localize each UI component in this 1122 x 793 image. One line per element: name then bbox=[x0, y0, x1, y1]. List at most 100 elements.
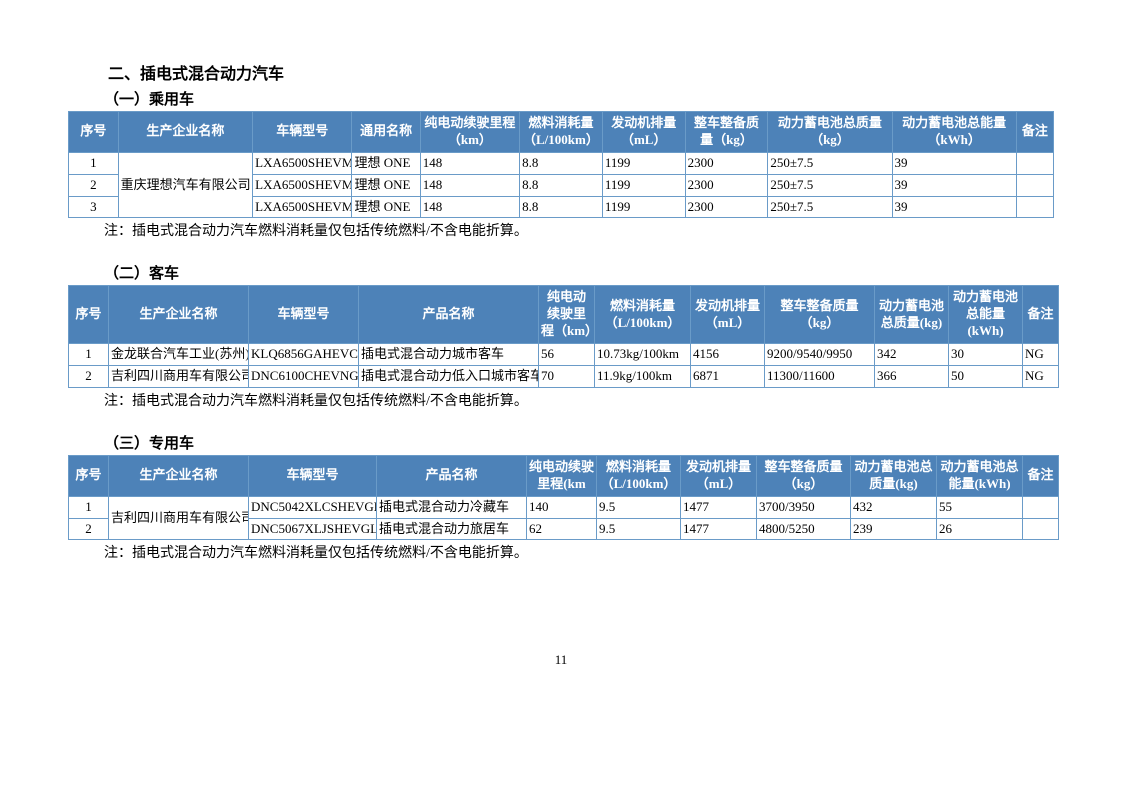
cell: 插电式混合动力低入口城市客车 bbox=[359, 366, 539, 388]
col-header: 动力蓄电池总能量(kWh) bbox=[949, 286, 1023, 344]
note-2: 注：插电式混合动力汽车燃料消耗量仅包括传统燃料/不含电能折算。 bbox=[104, 390, 1054, 410]
cell: 148 bbox=[420, 196, 519, 218]
cell: NG bbox=[1023, 344, 1059, 366]
cell: 1477 bbox=[681, 496, 757, 518]
cell: 理想 ONE bbox=[352, 152, 420, 174]
col-header: 序号 bbox=[69, 112, 119, 153]
cell: 140 bbox=[527, 496, 597, 518]
col-header: 车辆型号 bbox=[253, 112, 352, 153]
col-header: 生产企业名称 bbox=[118, 112, 253, 153]
cell bbox=[1023, 518, 1059, 540]
table-row: 2吉利四川商用车有限公司DNC6100CHEVNG1插电式混合动力低入口城市客车… bbox=[69, 366, 1059, 388]
cell: 250±7.5 bbox=[768, 152, 892, 174]
cell: 8.8 bbox=[520, 196, 603, 218]
cell: DNC5067XLJSHEVGL1 bbox=[249, 518, 377, 540]
col-header: 发动机排量（mL） bbox=[681, 455, 757, 496]
cell: LXA6500SHEVM5 bbox=[253, 196, 352, 218]
note-3: 注：插电式混合动力汽车燃料消耗量仅包括传统燃料/不含电能折算。 bbox=[104, 542, 1054, 562]
col-header: 产品名称 bbox=[377, 455, 527, 496]
cell: 250±7.5 bbox=[768, 174, 892, 196]
cell: 39 bbox=[892, 152, 1016, 174]
col-header: 生产企业名称 bbox=[109, 455, 249, 496]
cell: 1 bbox=[69, 496, 109, 518]
cell: 9.5 bbox=[597, 518, 681, 540]
col-header: 备注 bbox=[1023, 455, 1059, 496]
cell: 2 bbox=[69, 366, 109, 388]
cell: 342 bbox=[875, 344, 949, 366]
col-header: 纯电动续驶里程（km） bbox=[539, 286, 595, 344]
col-header: 动力蓄电池总质量(kg) bbox=[875, 286, 949, 344]
cell: 吉利四川商用车有限公司 bbox=[109, 366, 249, 388]
table-row: 1重庆理想汽车有限公司LXA6500SHEVM2理想 ONE1488.81199… bbox=[69, 152, 1054, 174]
cell: 1199 bbox=[602, 196, 685, 218]
cell: 8.8 bbox=[520, 152, 603, 174]
cell bbox=[1016, 152, 1053, 174]
cell: 重庆理想汽车有限公司 bbox=[118, 152, 253, 218]
cell: 11300/11600 bbox=[765, 366, 875, 388]
cell: 432 bbox=[851, 496, 937, 518]
cell: 2300 bbox=[685, 196, 768, 218]
cell bbox=[1023, 496, 1059, 518]
col-header: 序号 bbox=[69, 286, 109, 344]
cell: LXA6500SHEVM2 bbox=[253, 152, 352, 174]
cell: 3 bbox=[69, 196, 119, 218]
cell: 70 bbox=[539, 366, 595, 388]
table-row: 1金龙联合汽车工业(苏州)有限公司KLQ6856GAHEVC6K插电式混合动力城… bbox=[69, 344, 1059, 366]
cell: 366 bbox=[875, 366, 949, 388]
cell: 2300 bbox=[685, 174, 768, 196]
cell: 39 bbox=[892, 196, 1016, 218]
cell: 26 bbox=[937, 518, 1023, 540]
col-header: 车辆型号 bbox=[249, 286, 359, 344]
cell: 50 bbox=[949, 366, 1023, 388]
col-header: 产品名称 bbox=[359, 286, 539, 344]
cell: DNC6100CHEVNG1 bbox=[249, 366, 359, 388]
col-header: 发动机排量（mL） bbox=[602, 112, 685, 153]
cell: 2300 bbox=[685, 152, 768, 174]
cell: 2 bbox=[69, 518, 109, 540]
table-special: 序号生产企业名称车辆型号产品名称纯电动续驶里程(km燃料消耗量（L/100km）… bbox=[68, 455, 1059, 541]
page-number: 11 bbox=[68, 652, 1054, 668]
col-header: 整车整备质量（kg） bbox=[757, 455, 851, 496]
col-header: 整车整备质量（kg） bbox=[685, 112, 768, 153]
cell: 8.8 bbox=[520, 174, 603, 196]
subtitle-3: （三）专用车 bbox=[104, 432, 1054, 453]
cell: 11.9kg/100km bbox=[595, 366, 691, 388]
cell: 39 bbox=[892, 174, 1016, 196]
cell: 1 bbox=[69, 344, 109, 366]
cell: 插电式混合动力冷藏车 bbox=[377, 496, 527, 518]
cell: 理想 ONE bbox=[352, 196, 420, 218]
cell: 插电式混合动力旅居车 bbox=[377, 518, 527, 540]
cell: 金龙联合汽车工业(苏州)有限公司 bbox=[109, 344, 249, 366]
col-header: 动力蓄电池总能量(kWh) bbox=[937, 455, 1023, 496]
col-header: 纯电动续驶里程（km） bbox=[420, 112, 519, 153]
cell: 1477 bbox=[681, 518, 757, 540]
cell: 6871 bbox=[691, 366, 765, 388]
cell bbox=[1016, 196, 1053, 218]
cell bbox=[1016, 174, 1053, 196]
cell: 56 bbox=[539, 344, 595, 366]
col-header: 动力蓄电池总质量（kg） bbox=[768, 112, 892, 153]
col-header: 备注 bbox=[1016, 112, 1053, 153]
col-header: 燃料消耗量（L/100km） bbox=[595, 286, 691, 344]
cell: 250±7.5 bbox=[768, 196, 892, 218]
cell: 30 bbox=[949, 344, 1023, 366]
cell: 1199 bbox=[602, 152, 685, 174]
subtitle-2: （二）客车 bbox=[104, 262, 1054, 283]
table-passenger: 序号生产企业名称车辆型号通用名称纯电动续驶里程（km）燃料消耗量（L/100km… bbox=[68, 111, 1054, 218]
col-header: 动力蓄电池总质量(kg) bbox=[851, 455, 937, 496]
cell: 10.73kg/100km bbox=[595, 344, 691, 366]
col-header: 车辆型号 bbox=[249, 455, 377, 496]
cell: 4800/5250 bbox=[757, 518, 851, 540]
cell: LXA6500SHEVM3 bbox=[253, 174, 352, 196]
note-1: 注：插电式混合动力汽车燃料消耗量仅包括传统燃料/不含电能折算。 bbox=[104, 220, 1054, 240]
cell: 148 bbox=[420, 174, 519, 196]
col-header: 纯电动续驶里程(km bbox=[527, 455, 597, 496]
table-bus: 序号生产企业名称车辆型号产品名称纯电动续驶里程（km）燃料消耗量（L/100km… bbox=[68, 285, 1059, 387]
col-header: 生产企业名称 bbox=[109, 286, 249, 344]
cell: 2 bbox=[69, 174, 119, 196]
col-header: 整车整备质量（kg） bbox=[765, 286, 875, 344]
cell: 1199 bbox=[602, 174, 685, 196]
col-header: 通用名称 bbox=[352, 112, 420, 153]
cell: 9.5 bbox=[597, 496, 681, 518]
cell: 9200/9540/9950 bbox=[765, 344, 875, 366]
